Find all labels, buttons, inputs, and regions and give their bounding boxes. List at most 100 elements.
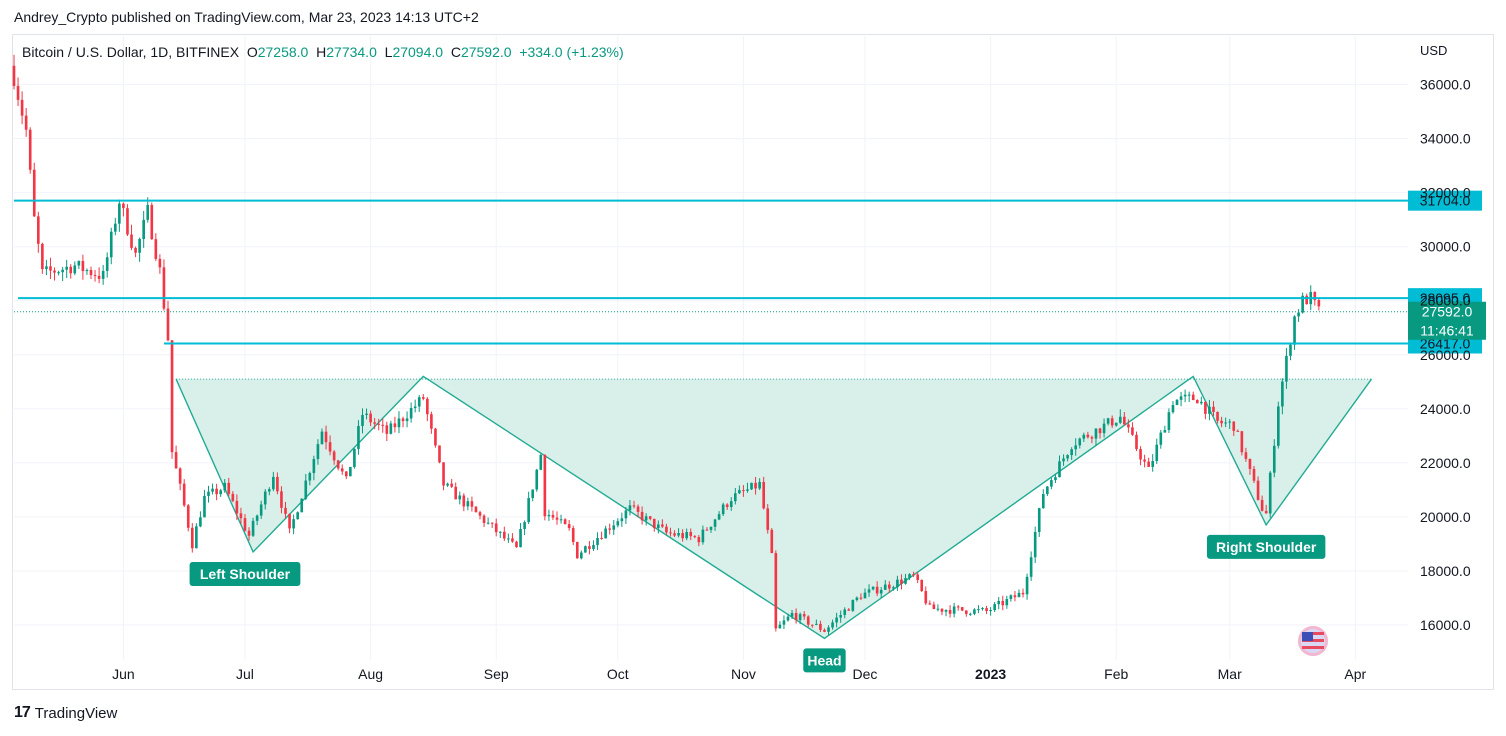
candle-body xyxy=(1159,432,1163,445)
candle-body xyxy=(515,541,518,548)
candle-body xyxy=(1074,445,1078,450)
candle-body xyxy=(539,454,543,470)
candle-body xyxy=(689,532,693,537)
candle-body xyxy=(960,607,964,611)
candle-body xyxy=(588,546,591,549)
candle-body xyxy=(1175,399,1179,406)
pattern-label-bg xyxy=(803,648,846,673)
candle-body xyxy=(385,425,389,434)
candle-body xyxy=(600,537,603,539)
candle-body xyxy=(24,115,28,130)
y-tick-label: 18000.0 xyxy=(1420,563,1471,579)
candle-body xyxy=(543,454,547,517)
candle-body xyxy=(1244,452,1248,459)
candle-body xyxy=(794,612,798,621)
candle-body xyxy=(871,586,875,590)
candle-body xyxy=(1236,430,1240,432)
candle-body xyxy=(997,600,1001,605)
y-tick-label: 34000.0 xyxy=(1420,131,1471,147)
chart-frame xyxy=(12,34,1494,690)
candle-body xyxy=(1058,461,1061,478)
candle-body xyxy=(1046,486,1049,495)
candle-body xyxy=(1025,576,1029,595)
candle-body xyxy=(1005,599,1009,606)
candle-body xyxy=(373,422,376,424)
candle-body xyxy=(1078,438,1082,446)
candle-body xyxy=(1131,427,1134,435)
candle-body xyxy=(908,574,911,579)
candle-body xyxy=(462,495,466,507)
candle-body xyxy=(535,469,539,490)
candle-body xyxy=(620,518,624,522)
candle-body xyxy=(851,600,855,611)
candle-body xyxy=(1110,418,1114,426)
candle-body xyxy=(831,622,834,628)
candle-body xyxy=(1204,401,1207,414)
candle-body xyxy=(300,498,304,513)
candle-body xyxy=(575,542,579,559)
y-tick-label: 32000.0 xyxy=(1420,185,1471,201)
candle-body xyxy=(1070,449,1073,456)
candle-body xyxy=(1313,291,1317,301)
candle-body xyxy=(896,579,899,588)
candle-body xyxy=(389,423,393,434)
candle-body xyxy=(665,526,668,533)
candle-body xyxy=(985,608,988,611)
candle-body xyxy=(1013,595,1017,598)
candle-body xyxy=(519,528,522,548)
candle-body xyxy=(1143,459,1146,462)
candle-body xyxy=(146,204,150,220)
candle-body xyxy=(308,473,312,481)
us-flag-icon[interactable] xyxy=(1298,626,1328,656)
candle-body xyxy=(867,589,871,593)
pattern-outline xyxy=(175,375,1373,640)
candle-body xyxy=(292,519,295,529)
candle-body xyxy=(729,501,733,508)
candle-body xyxy=(276,476,279,492)
candle-body xyxy=(1289,344,1292,356)
candle-body xyxy=(1277,406,1280,446)
candle-body xyxy=(413,406,417,408)
candle-body xyxy=(754,482,757,489)
candle-body xyxy=(1268,472,1272,514)
candle-body xyxy=(340,468,344,472)
candle-body xyxy=(81,260,85,272)
candle-body xyxy=(130,234,133,248)
candle-body xyxy=(503,531,506,539)
x-tick-label: Oct xyxy=(607,666,629,682)
candle-body xyxy=(1009,595,1013,600)
candle-body xyxy=(353,448,356,467)
x-tick-label: Dec xyxy=(853,666,878,682)
tradingview-brand[interactable]: 17 TradingView xyxy=(14,704,117,722)
candle-body xyxy=(766,508,770,530)
candle-body xyxy=(1082,434,1086,439)
candle-body xyxy=(669,532,672,534)
candle-body xyxy=(162,267,166,309)
candle-body xyxy=(190,527,194,549)
candle-body xyxy=(993,604,996,611)
x-tick-label: Nov xyxy=(731,666,756,682)
candle-body xyxy=(1191,394,1195,401)
last-price-text: 27592.0 xyxy=(1422,304,1473,320)
candle-body xyxy=(563,519,567,525)
pattern-label-bg xyxy=(1206,534,1326,559)
candle-body xyxy=(1001,600,1005,606)
candle-body xyxy=(215,488,218,495)
candle-body xyxy=(211,488,214,492)
candle-body xyxy=(231,493,235,501)
candle-body xyxy=(758,481,761,489)
candle-body xyxy=(284,507,287,514)
legend-h-label: H xyxy=(316,44,327,60)
candle-body xyxy=(93,275,97,277)
candle-body xyxy=(73,265,77,274)
candle-body xyxy=(810,624,814,626)
candle-body xyxy=(511,538,514,542)
candle-body xyxy=(819,623,822,630)
candle-body xyxy=(612,525,616,530)
candle-body xyxy=(332,451,336,461)
candle-body xyxy=(349,466,352,477)
candle-body xyxy=(900,579,903,584)
legend-symbol: Bitcoin / U.S. Dollar, 1D, BITFINEX xyxy=(22,44,240,60)
candle-body xyxy=(53,270,56,273)
